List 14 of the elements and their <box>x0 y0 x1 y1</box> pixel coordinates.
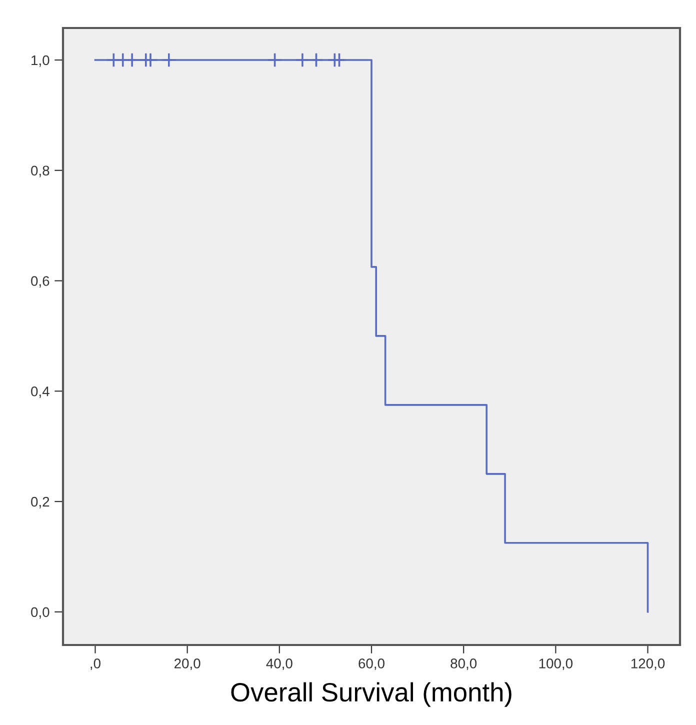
y-tick-label: 0,0 <box>31 607 50 619</box>
y-tick-label: 1,0 <box>32 55 50 67</box>
y-tick-label: 0,2 <box>31 496 50 508</box>
x-tick-label: 80,0 <box>450 658 477 670</box>
x-tick-label: 20,0 <box>174 658 200 670</box>
y-tick-label: 0,4 <box>31 386 50 398</box>
x-tick-label: 60,0 <box>358 658 384 670</box>
y-tick-label: 0,6 <box>31 276 50 288</box>
x-tick-label: 120,0 <box>631 658 665 670</box>
y-tick-label: 0,8 <box>31 166 50 178</box>
x-tick-label: ,0 <box>90 658 100 670</box>
x-tick-label: 40,0 <box>266 658 292 670</box>
x-tick-label: 100,0 <box>539 658 573 670</box>
x-axis-title: Overall Survival (month) <box>231 682 512 707</box>
